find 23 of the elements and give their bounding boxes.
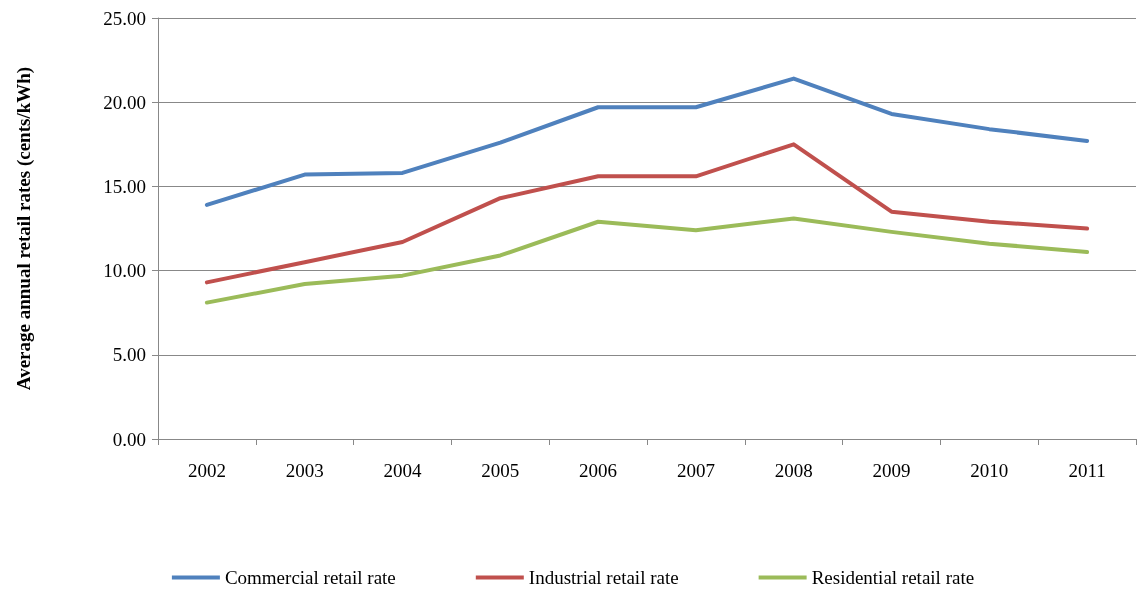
- x-tick-label: 2011: [1068, 460, 1106, 481]
- x-tick-label: 2003: [285, 460, 324, 481]
- x-tick-label: 2005: [481, 460, 520, 481]
- y-tick-label: 20.00: [103, 91, 146, 113]
- y-tick-label: 25.00: [103, 7, 146, 29]
- line-series: [204, 76, 1090, 207]
- legend-label: Industrial retail rate: [528, 567, 679, 588]
- x-tick-label: 2009: [872, 460, 911, 481]
- x-tick-label: 2006: [579, 460, 618, 481]
- y-tick-label: 15.00: [103, 175, 146, 197]
- x-tick-label: 2007: [676, 460, 715, 481]
- y-axis-title: Average annual retail rates (cents/kWh): [13, 66, 35, 391]
- x-tick-label: 2010: [970, 460, 1009, 481]
- y-tick-label: 0.00: [112, 428, 146, 450]
- x-tick-label: 2008: [774, 460, 813, 481]
- y-tick-label: 5.00: [112, 344, 146, 366]
- y-tick-label: 10.00: [103, 260, 146, 282]
- line-series: [204, 216, 1090, 305]
- line-series: [204, 142, 1090, 285]
- x-tick-label: 2004: [383, 460, 422, 481]
- legend-label: Commercial retail rate: [224, 567, 396, 588]
- x-tick-label: 2002: [187, 460, 226, 481]
- legend-label: Residential retail rate: [811, 567, 975, 588]
